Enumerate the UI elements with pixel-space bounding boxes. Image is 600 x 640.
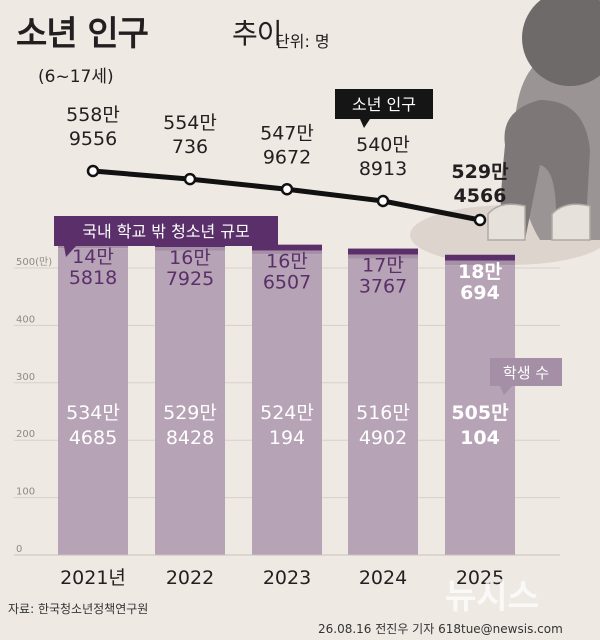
- out-of-school-band: [252, 250, 322, 255]
- out-of-school-value-label: 16만: [266, 251, 308, 273]
- legend-out-of-school-box: [54, 216, 278, 246]
- out-of-school-value-label: 7925: [166, 268, 214, 290]
- students-bar: [445, 265, 515, 555]
- watermark-logo: 뉴시스: [445, 577, 539, 617]
- students-value-label: 8428: [166, 427, 214, 449]
- out-of-school-value-label: 6507: [263, 272, 311, 294]
- students-value-label: 534만: [66, 402, 120, 424]
- out-of-school-band: [155, 247, 225, 251]
- population-value-label: 554만: [163, 112, 217, 134]
- chart-title: 소년 인구: [16, 14, 149, 54]
- source-note: 자료: 한국청소년정책연구원: [8, 602, 149, 616]
- population-point: [280, 183, 294, 196]
- legend-line-pointer: [360, 119, 370, 128]
- y-tick-label: 400: [16, 314, 35, 325]
- figure-head: [522, 0, 600, 86]
- students-value-label: 529만: [163, 402, 217, 424]
- out-of-school-bar: [348, 248, 418, 255]
- chart-subtitle: 추이: [232, 17, 283, 50]
- population-value-label: 4566: [454, 185, 507, 207]
- x-tick-label: 2022: [166, 567, 214, 589]
- out-of-school-band: [58, 245, 128, 249]
- students-bar: [252, 254, 322, 555]
- legend-students-pointer: [500, 386, 512, 395]
- students-bar: [58, 248, 128, 555]
- students-value-label: 505만: [451, 402, 509, 424]
- out-of-school-band: [348, 254, 418, 259]
- out-of-school-value-label: 18만: [458, 261, 502, 283]
- y-tick-label: 0: [16, 544, 22, 555]
- legend-out-of-school-pointer: [64, 246, 76, 257]
- population-value-label: 9556: [69, 128, 117, 150]
- decorative-figure-illustration: [410, 0, 600, 265]
- out-of-school-bar: [445, 254, 515, 261]
- students-value-label: 524만: [260, 402, 314, 424]
- legend-students-box: [490, 358, 562, 386]
- population-point: [86, 164, 100, 178]
- population-value-label: 736: [172, 136, 208, 158]
- out-of-school-value-label: 694: [460, 282, 500, 304]
- population-value-label: 8913: [359, 158, 407, 180]
- legend-students-label: 학생 수: [503, 364, 549, 382]
- y-tick-label: 100: [16, 487, 35, 498]
- x-tick-label: 2021년: [60, 567, 126, 589]
- out-of-school-value-label: 5818: [69, 267, 117, 289]
- out-of-school-value-label: 17만: [362, 255, 404, 277]
- age-range-label: (6~17세): [38, 67, 114, 87]
- x-tick-label: 2025: [456, 567, 504, 589]
- students-value-label: 4902: [359, 427, 407, 449]
- students-value-label: 4685: [69, 427, 117, 449]
- x-tick-label: 2023: [263, 567, 311, 589]
- x-tick-label: 2024: [359, 567, 407, 589]
- population-line: [92, 168, 481, 223]
- legend-line-label: 소년 인구: [352, 95, 416, 114]
- out-of-school-value-label: 16만: [169, 247, 211, 269]
- y-tick-label: 500(만): [16, 256, 52, 268]
- shoe-left: [487, 203, 526, 241]
- population-point: [473, 213, 487, 227]
- credit-note: 26.08.16 전진우 기자 618tue@newsis.com: [318, 622, 563, 636]
- legend-out-of-school-label: 국내 학교 밖 청소년 규모: [82, 222, 250, 241]
- unit-label: 단위: 명: [275, 32, 330, 51]
- population-value-label: 529만: [451, 161, 509, 183]
- population-point: [183, 172, 197, 186]
- shoe-right: [551, 203, 591, 241]
- legend-line-box: [335, 89, 433, 119]
- population-value-label: 9672: [263, 146, 311, 168]
- out-of-school-bar: [252, 244, 322, 251]
- y-tick-label: 200: [16, 429, 35, 440]
- y-tick-label: 300: [16, 372, 35, 383]
- students-value-label: 516만: [356, 402, 410, 424]
- population-value-label: 540만: [356, 134, 410, 156]
- population-value-label: 558만: [66, 104, 120, 126]
- students-bar: [155, 250, 225, 555]
- population-point: [376, 194, 390, 208]
- out-of-school-value-label: 3767: [359, 276, 407, 298]
- students-bar: [348, 258, 418, 555]
- population-value-label: 547만: [260, 122, 314, 144]
- students-value-label: 104: [460, 427, 500, 449]
- out-of-school-value-label: 14만: [72, 246, 114, 268]
- students-value-label: 194: [269, 427, 305, 449]
- out-of-school-band: [445, 260, 515, 266]
